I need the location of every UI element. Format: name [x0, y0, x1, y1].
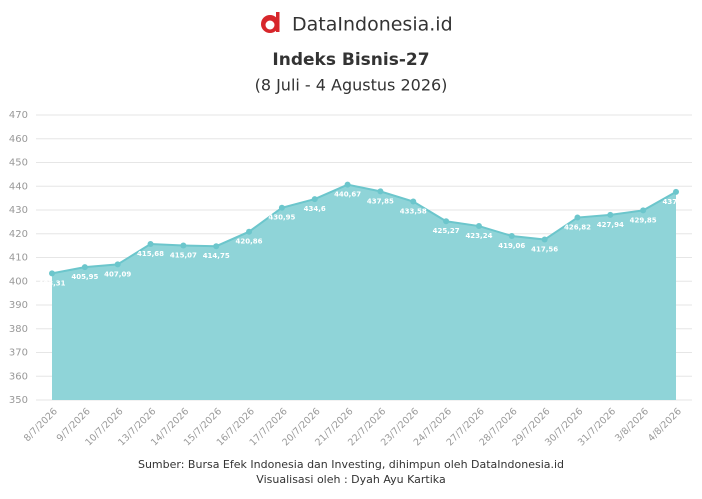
y-tick-label: 370	[9, 348, 28, 359]
value-label: 405,95	[71, 273, 98, 281]
logo-stem	[276, 12, 280, 32]
point	[49, 270, 55, 277]
point	[607, 211, 614, 218]
logo-hole	[265, 20, 275, 30]
point	[541, 236, 548, 243]
value-label: 437,65	[662, 198, 689, 206]
point	[344, 181, 351, 188]
value-label: 414,75	[203, 252, 230, 260]
point	[81, 264, 88, 271]
value-label: 420,86	[236, 238, 263, 246]
point	[410, 198, 417, 205]
area	[52, 184, 676, 400]
y-tick-label: 450	[9, 158, 28, 169]
chart-title: Indeks Bisnis-27	[272, 50, 429, 70]
y-tick-label: 390	[9, 300, 28, 311]
value-label: 415,68	[137, 250, 164, 258]
point	[114, 261, 121, 268]
y-tick-label: 350	[9, 395, 28, 406]
point	[508, 232, 515, 239]
point	[673, 188, 679, 195]
point	[377, 188, 384, 195]
value-label: 426,82	[564, 224, 591, 232]
value-label: 419,06	[498, 242, 525, 250]
y-tick-label: 360	[9, 371, 28, 382]
value-label: 423,24	[465, 232, 492, 240]
point	[574, 214, 581, 221]
point	[311, 196, 318, 203]
point	[246, 228, 253, 235]
brand: DataIndonesia.id	[292, 14, 453, 36]
point	[278, 204, 285, 211]
point	[475, 223, 482, 230]
y-tick-label: 400	[9, 276, 28, 287]
logo	[261, 12, 280, 33]
point	[213, 243, 220, 250]
x-tick-label: 8/7/2026	[22, 406, 60, 444]
value-label: 430,95	[268, 214, 295, 222]
y-tick-label: 380	[9, 324, 28, 335]
value-label: 437,85	[367, 197, 394, 205]
x-tick-label: 3/8/2026	[613, 406, 651, 444]
y-tick-label: 420	[9, 229, 28, 240]
credit: Visualisasi oleh : Dyah Ayu Kartika	[256, 473, 445, 486]
line	[51, 183, 677, 275]
chart-subtitle: (8 Juli - 4 Agustus 2026)	[255, 76, 448, 95]
point	[443, 218, 450, 225]
value-label: 434,6	[304, 205, 326, 213]
value-label: 429,85	[630, 216, 657, 224]
value-label: 425,27	[433, 227, 460, 235]
value-label: 417,56	[531, 246, 558, 254]
point	[147, 241, 154, 248]
value-label: 415,07	[170, 251, 197, 259]
point	[640, 207, 647, 214]
y-tick-label: 470	[9, 110, 28, 121]
value-label: 407,09	[104, 270, 131, 278]
value-label: 427,94	[597, 221, 624, 229]
y-tick-label: 440	[9, 181, 28, 192]
value-label: 433,58	[400, 207, 427, 215]
source: Sumber: Bursa Efek Indonesia dan Investi…	[138, 458, 564, 471]
y-tick-label: 410	[9, 253, 28, 264]
point	[180, 242, 187, 249]
value-label: 440,67	[334, 191, 361, 199]
y-tick-label: 430	[9, 205, 28, 216]
y-tick-label: 460	[9, 134, 28, 145]
x-tick-label: 4/8/2026	[646, 406, 684, 444]
value-label: 403,31	[38, 279, 65, 287]
